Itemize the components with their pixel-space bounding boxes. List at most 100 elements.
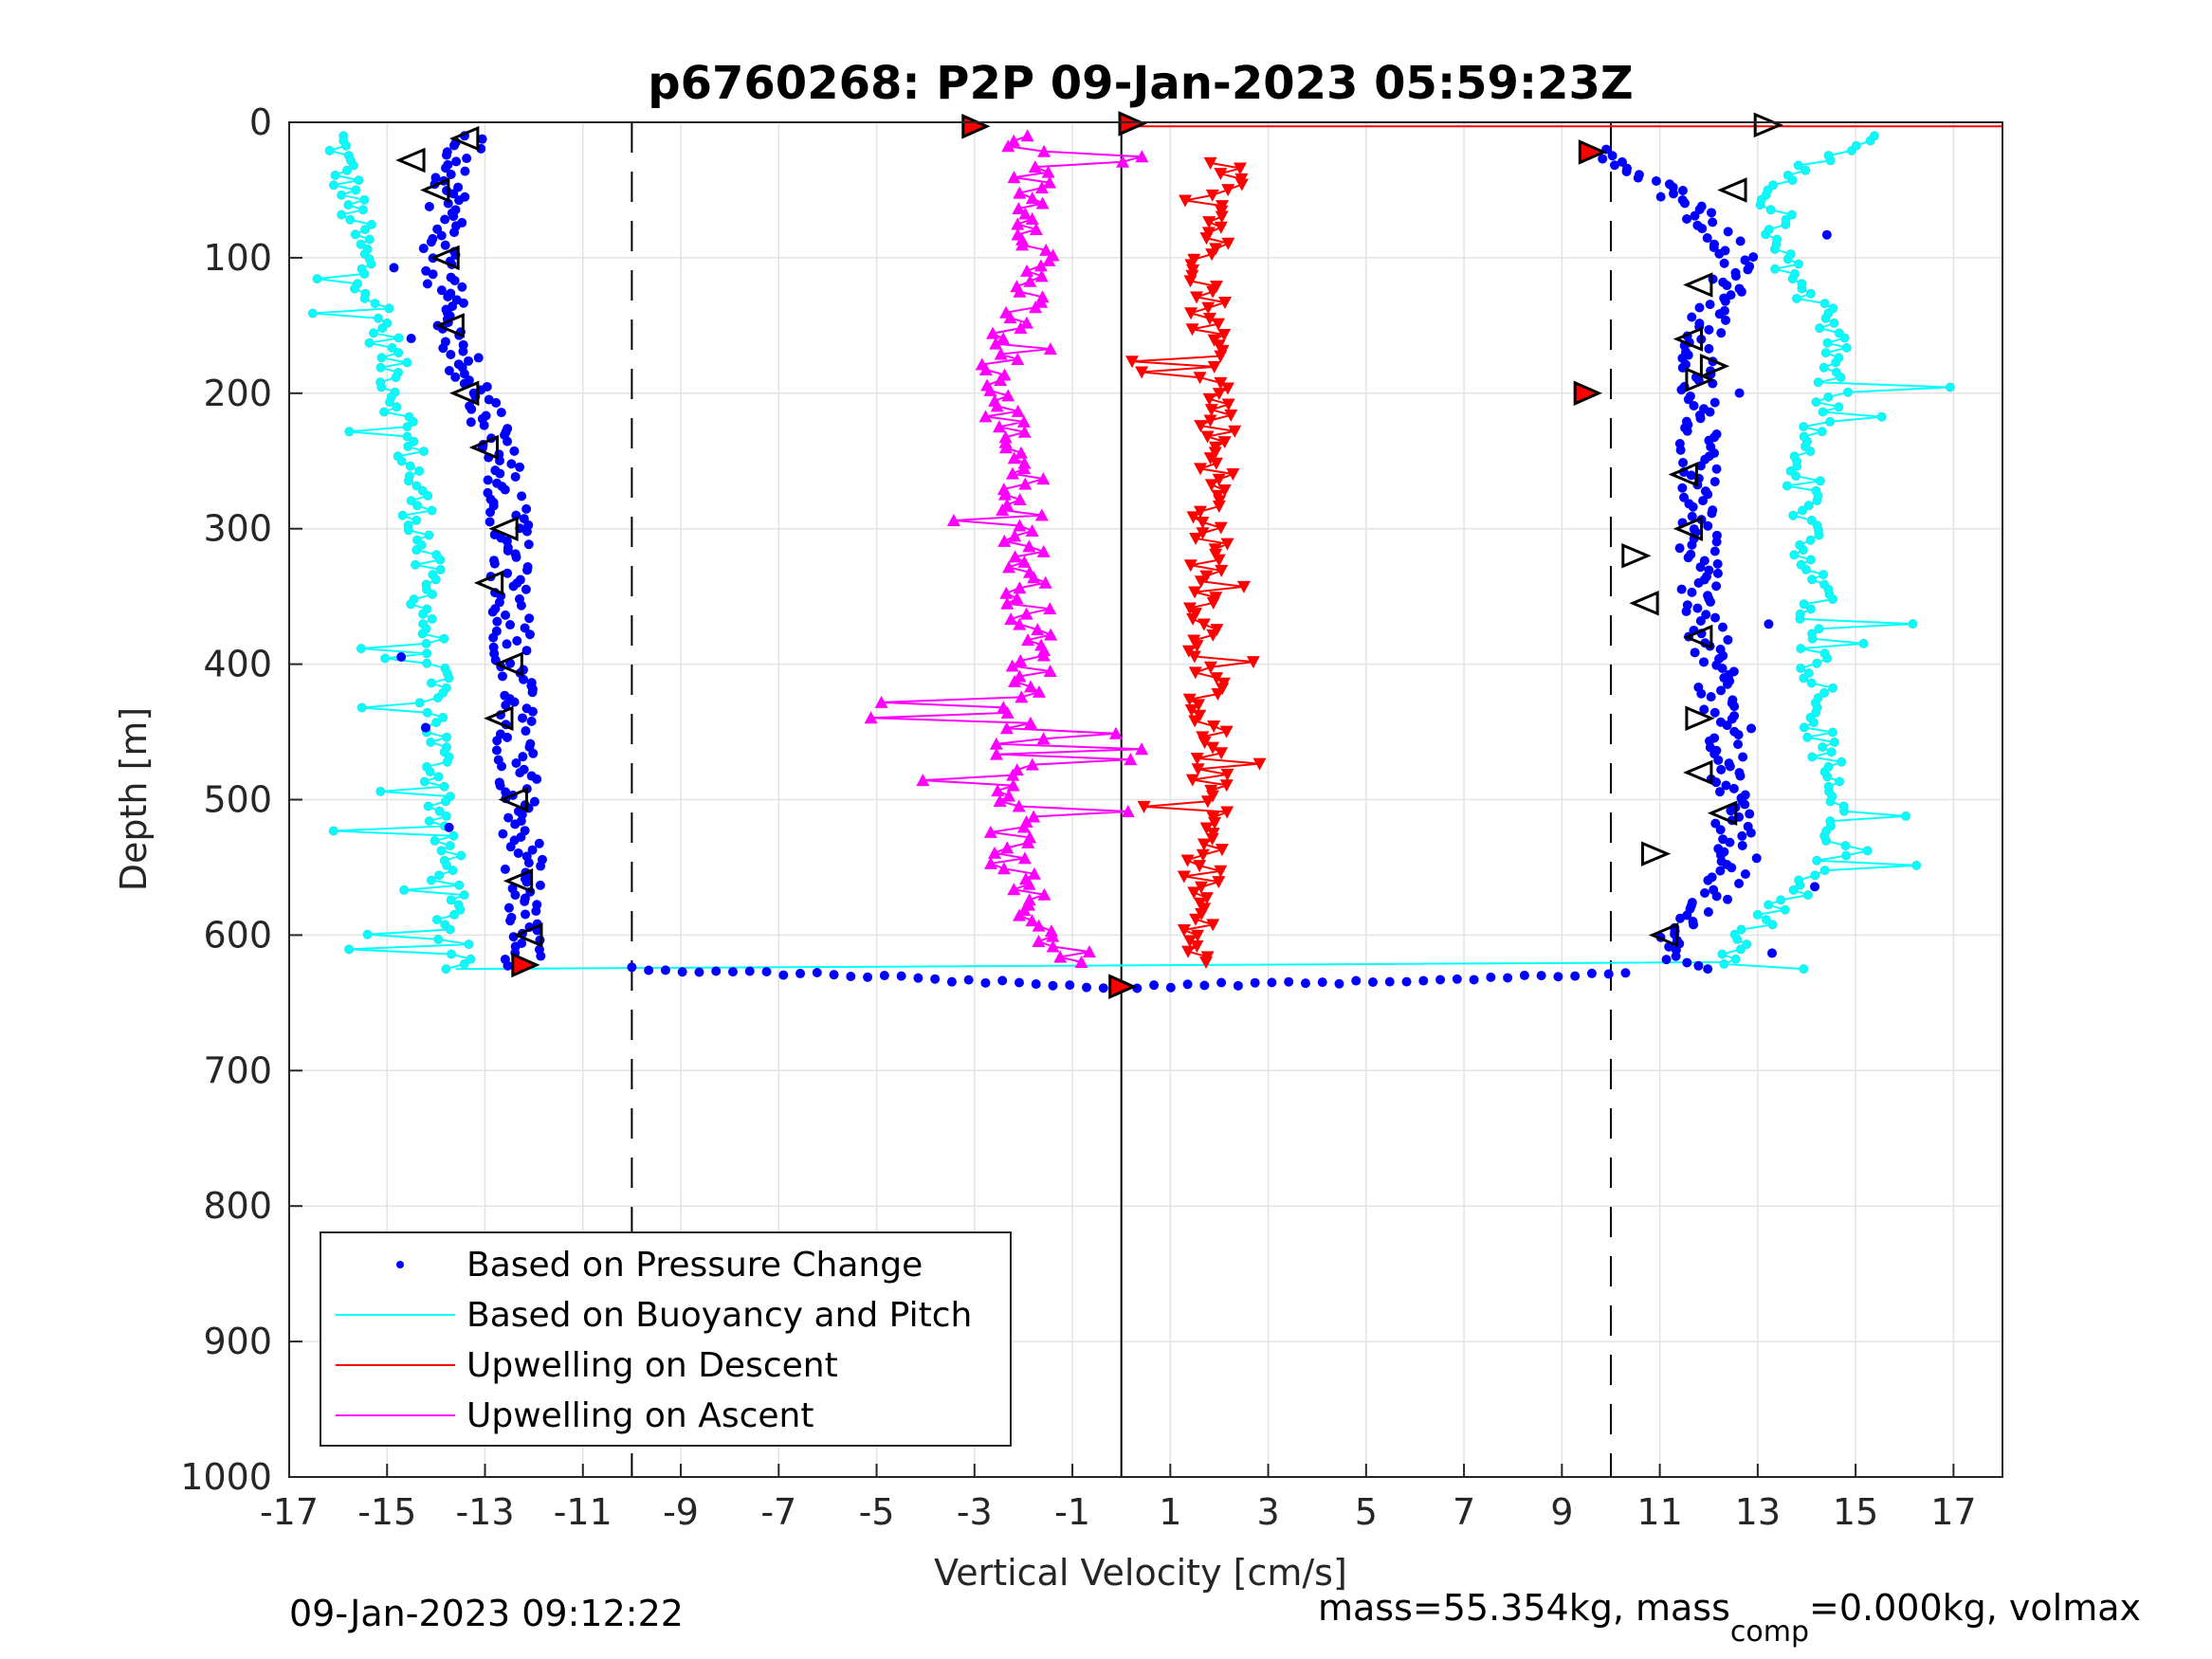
pressure-point: [532, 774, 542, 784]
pressure-point: [441, 150, 451, 160]
buoyancy-point: [1841, 850, 1852, 861]
buoyancy-point: [1786, 210, 1797, 220]
pressure-point: [502, 639, 512, 649]
upwelling-descent-point: [1199, 822, 1214, 835]
pressure-point: [501, 610, 511, 620]
upwelling-ascent-point: [1019, 607, 1033, 620]
pressure-point: [1607, 151, 1618, 161]
pressure-point: [513, 848, 523, 858]
upwelling-ascent-point: [1036, 472, 1051, 485]
upwelling-descent-point: [1182, 693, 1197, 706]
pressure-point: [1710, 612, 1721, 623]
pressure-point: [495, 468, 505, 479]
pressure-point: [1709, 397, 1720, 408]
pressure-point: [1065, 980, 1075, 991]
upwelling-ascent-point: [999, 721, 1014, 735]
upwelling-descent-point: [1188, 586, 1202, 599]
buoyancy-point: [1719, 958, 1729, 969]
buoyancy-point: [426, 875, 436, 885]
pressure-point: [1699, 704, 1709, 715]
upwelling-ascent-point: [1036, 732, 1051, 745]
pressure-point: [1728, 695, 1738, 705]
upwelling-ascent-point: [1015, 690, 1029, 703]
descent-marker: [430, 245, 460, 271]
pressure-point: [1708, 217, 1718, 228]
buoyancy-point: [447, 949, 457, 959]
buoyancy-point: [448, 830, 459, 841]
upwelling-ascent-point: [1005, 659, 1019, 672]
upwelling-descent-point: [1212, 388, 1226, 401]
upwelling-ascent-point: [1013, 186, 1027, 199]
pressure-point: [1719, 258, 1729, 268]
upwelling-ascent-point: [874, 695, 888, 708]
upwelling-ascent-point: [1034, 508, 1049, 521]
buoyancy-point: [403, 525, 413, 536]
pressure-point: [526, 716, 537, 726]
pressure-point: [1709, 733, 1720, 743]
upwelling-descent-point: [1187, 650, 1201, 664]
descent-marker: [434, 313, 465, 338]
buoyancy-point: [1765, 205, 1776, 215]
upwelling-ascent-point: [1021, 633, 1035, 647]
pressure-point: [1723, 894, 1733, 904]
upwelling-ascent-point: [1042, 253, 1056, 266]
buoyancy-point: [375, 362, 386, 373]
pressure-point: [1714, 787, 1725, 797]
upwelling-ascent-point: [1011, 404, 1025, 417]
upwelling-ascent-point: [997, 534, 1012, 547]
x-tick-label: -3: [957, 1491, 993, 1533]
buoyancy-point: [422, 707, 432, 718]
descent-marker: [488, 516, 519, 541]
pressure-point: [1737, 830, 1747, 841]
pressure-point: [1692, 220, 1703, 230]
y-tick-label: 400: [203, 644, 272, 685]
buoyancy-point: [1823, 781, 1834, 792]
buoyancy-point: [337, 190, 347, 200]
buoyancy-point: [1825, 416, 1836, 427]
upwelling-ascent-point: [996, 483, 1011, 496]
buoyancy-point: [1736, 924, 1746, 935]
pressure-point: [846, 971, 856, 981]
buoyancy-point: [1826, 747, 1837, 757]
buoyancy-point: [425, 767, 435, 777]
upwelling-ascent-point: [1032, 684, 1046, 698]
pressure-point: [1693, 960, 1704, 971]
buoyancy-point: [324, 145, 335, 155]
pressure-point: [1726, 290, 1736, 301]
pressure-point: [510, 819, 521, 830]
upwelling-ascent-point: [1011, 217, 1025, 230]
upwelling-ascent-point: [1018, 477, 1033, 490]
pressure-point: [448, 189, 459, 199]
buoyancy-point: [1819, 570, 1829, 580]
pressure-point: [521, 646, 532, 656]
upwelling-ascent-point: [1008, 529, 1022, 542]
pressure-point: [1664, 179, 1674, 190]
upwelling-ascent-point: [1016, 414, 1031, 428]
buoyancy-point: [1803, 501, 1814, 511]
buoyancy-point: [1803, 890, 1814, 901]
pressure-point: [500, 864, 510, 874]
upwelling-descent-point: [1224, 409, 1238, 422]
pressure-point: [503, 960, 513, 971]
pressure-point: [505, 620, 516, 630]
buoyancy-point: [1752, 909, 1763, 920]
upwelling-ascent-point: [1025, 914, 1039, 927]
ascent-marker: [1648, 922, 1679, 948]
upwelling-descent-point: [1188, 715, 1202, 728]
upwelling-ascent-point: [1025, 757, 1039, 771]
upwelling-ascent-point: [1036, 544, 1051, 557]
pressure-point: [1699, 404, 1709, 414]
pressure-point: [1704, 565, 1714, 575]
upwelling-descent-point: [1190, 291, 1204, 304]
upwelling-ascent-point: [986, 326, 1000, 339]
upwelling-ascent-point: [1001, 139, 1015, 153]
upwelling-ascent-point: [1041, 165, 1055, 178]
chart-title: p6760268: P2P 09-Jan-2023 05:59:23Z: [648, 57, 1633, 110]
upwelling-descent-point: [1125, 356, 1140, 369]
pressure-point: [1679, 492, 1690, 502]
pressure-point: [1730, 267, 1741, 278]
pressure-point: [511, 552, 521, 562]
upwelling-descent-point: [1246, 656, 1260, 669]
pressure-point: [446, 170, 456, 180]
buoyancy-point: [362, 929, 373, 939]
